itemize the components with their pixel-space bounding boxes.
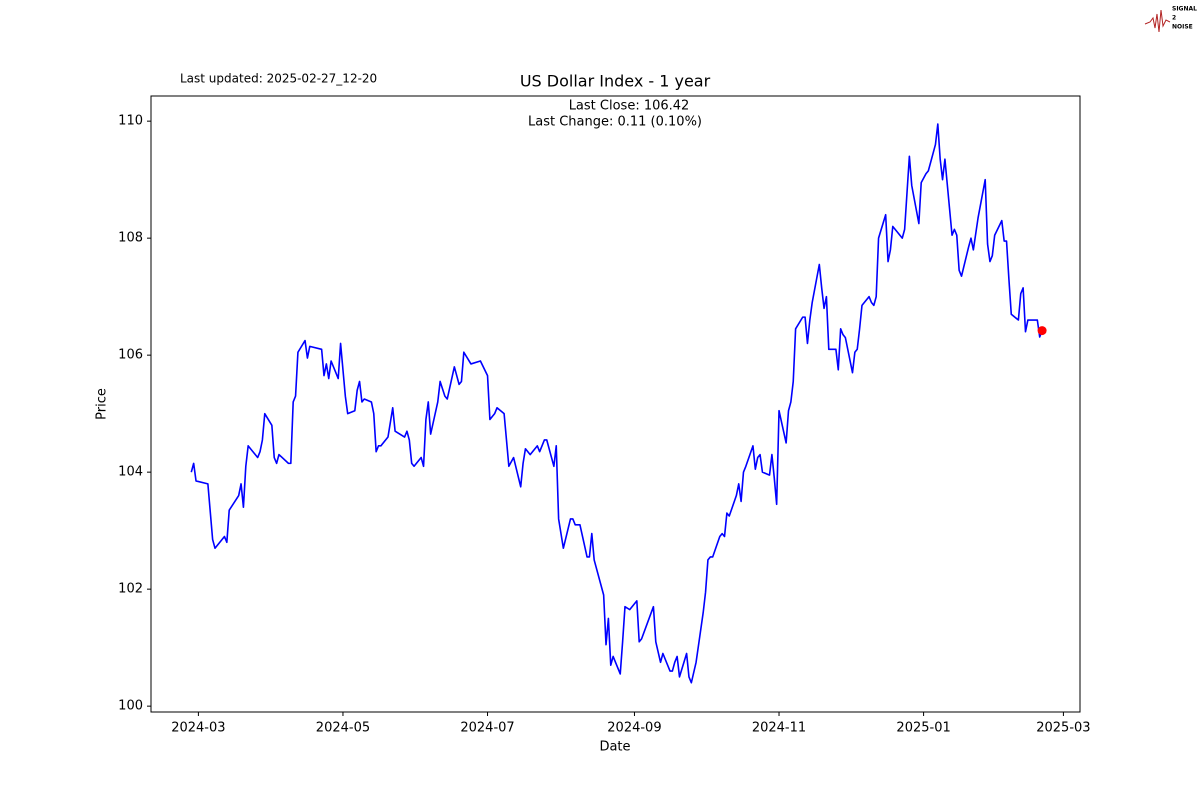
x-tick-label: 2024-05 — [316, 721, 370, 736]
x-tick-label: 2024-03 — [171, 721, 225, 736]
price-line — [190, 123, 1043, 684]
annotation: Last Change: 0.11 (0.10%) — [528, 115, 702, 130]
updated-label: Last updated: 2025-02-27_12-20 — [180, 72, 377, 86]
y-tick-label: 104 — [118, 465, 143, 480]
y-axis-label: Price — [95, 388, 110, 420]
y-tick-label: 102 — [118, 582, 143, 597]
logo-text: SIGNAL — [1172, 6, 1197, 13]
x-tick-label: 2024-11 — [752, 721, 806, 736]
logo-wave — [1144, 9, 1171, 33]
x-tick-label: 2024-07 — [460, 721, 514, 736]
y-tick-label: 106 — [118, 348, 143, 363]
x-axis-label: Date — [599, 740, 630, 755]
x-tick-label: 2025-03 — [1036, 721, 1090, 736]
plot-frame — [150, 95, 1081, 713]
logo: SIGNAL 2 NOISE — [1144, 6, 1197, 33]
y-tick-label: 108 — [118, 231, 143, 246]
chart-title: US Dollar Index - 1 year — [520, 72, 711, 91]
x-tick-label: 2024-09 — [607, 721, 661, 736]
last-point — [1037, 326, 1047, 336]
annotation: Last Close: 106.42 — [569, 99, 690, 114]
x-tick-label: 2025-01 — [896, 721, 950, 736]
y-tick-label: 100 — [118, 699, 143, 714]
y-tick-label: 110 — [118, 114, 143, 129]
logo-text: NOISE — [1172, 24, 1193, 31]
logo-text: 2 — [1172, 15, 1176, 22]
